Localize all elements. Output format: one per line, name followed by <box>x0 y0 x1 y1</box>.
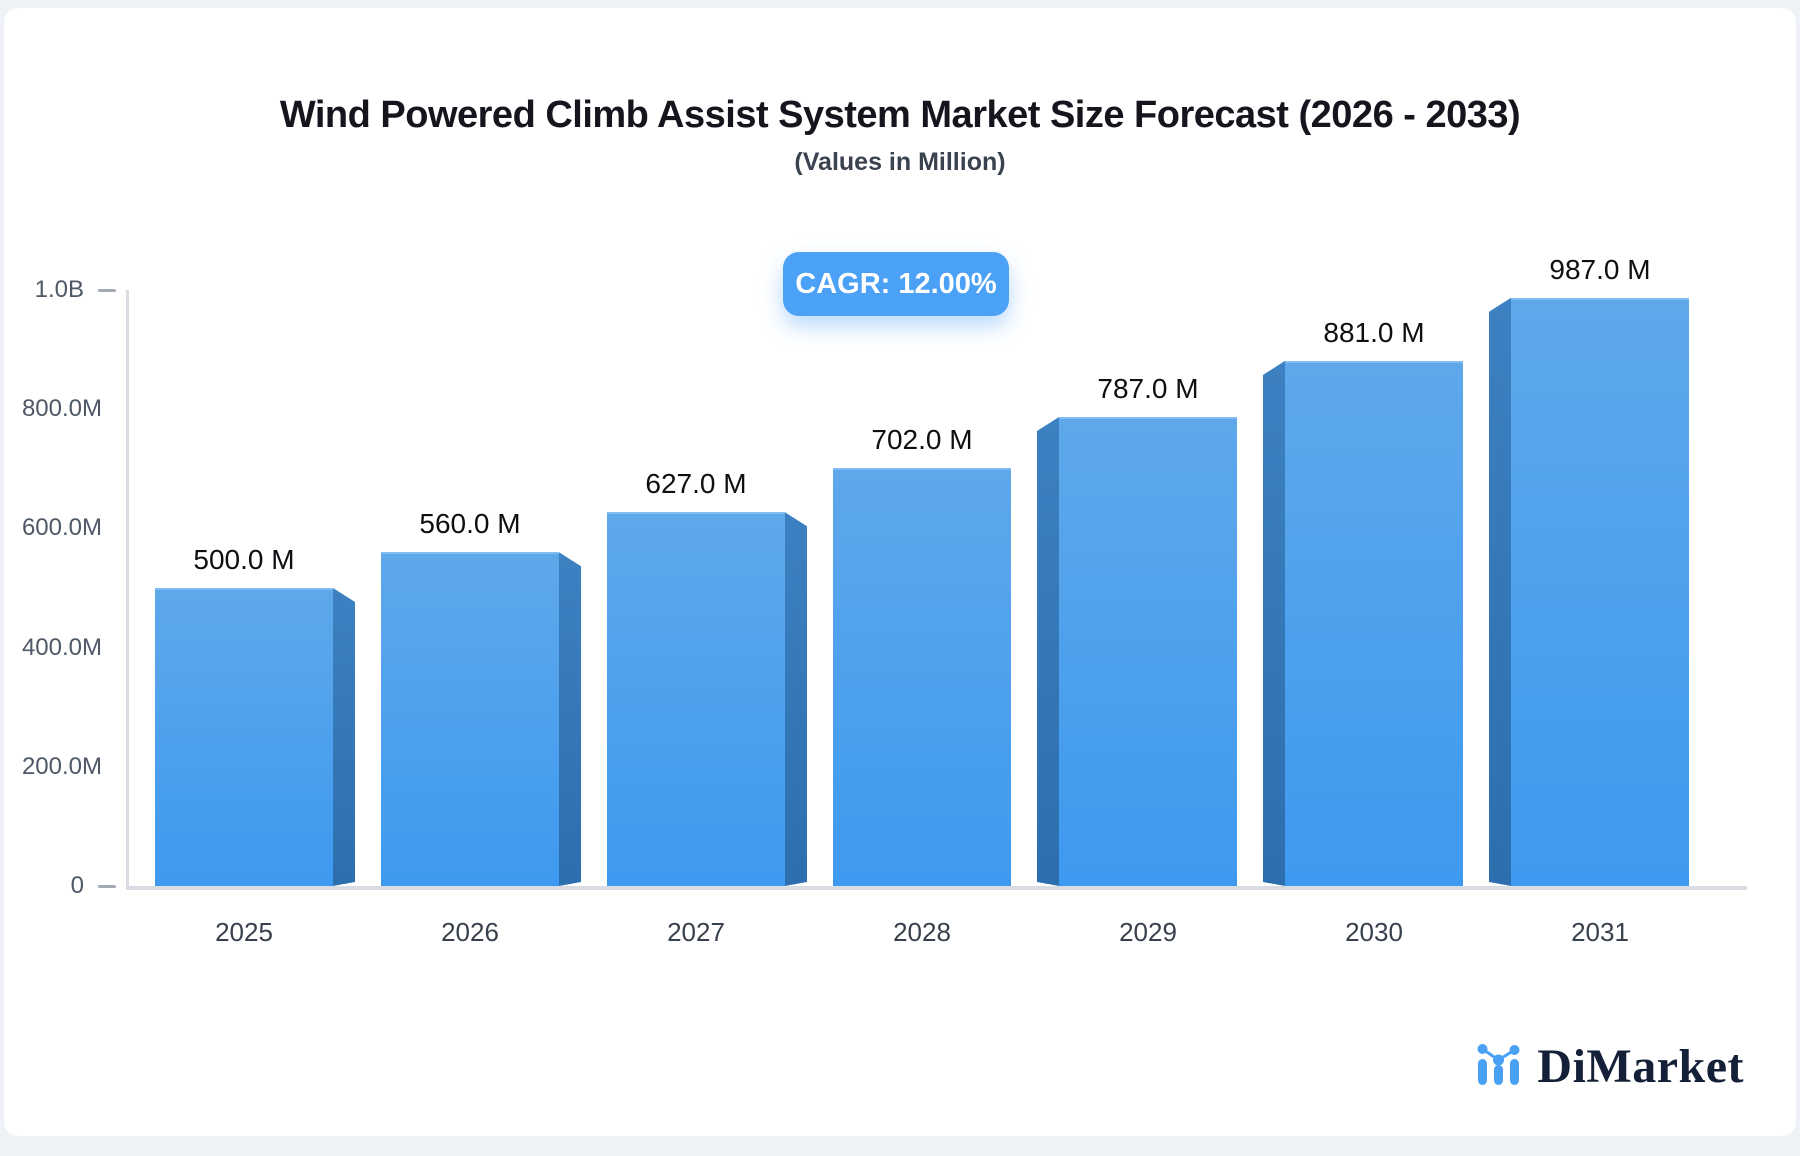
cagr-badge: CAGR: 12.00% <box>783 252 1009 316</box>
bar-2028[interactable] <box>833 467 1011 886</box>
bar-2029[interactable] <box>1059 416 1237 886</box>
x-tick-label-2028: 2028 <box>893 917 951 947</box>
bar-side-face <box>333 588 355 886</box>
bar-2031[interactable] <box>1511 297 1689 886</box>
x-tick-label-2030: 2030 <box>1345 917 1403 947</box>
bar-2030[interactable] <box>1285 360 1463 886</box>
bar-side-face <box>1037 417 1059 886</box>
chart-subtitle: (Values in Million) <box>794 148 1006 176</box>
y-tick-label-400.0M: 400.0M <box>21 633 102 661</box>
x-tick-label-2026: 2026 <box>441 917 499 947</box>
bar-value-label-2025: 500.0 M <box>193 544 295 575</box>
y-tick-label-0: 0 <box>70 872 84 899</box>
bar-value-label-2026: 560.0 M <box>419 508 521 540</box>
bar-value-label-2028: 702.0 M <box>871 423 973 455</box>
y-tick-label-1.0B: 1.0B <box>34 276 84 303</box>
bar-2025[interactable] <box>155 588 333 886</box>
bar-value-label-2030: 881.0 M <box>1323 316 1425 348</box>
y-tick-dash <box>98 885 116 888</box>
bar-side-face <box>1489 298 1511 886</box>
bar-2026[interactable] <box>381 552 559 886</box>
brand-logo: DiMarket <box>1475 1038 1744 1094</box>
y-tick-label-600.0M: 600.0M <box>21 514 102 542</box>
x-tick-label-2025: 2025 <box>215 917 273 947</box>
y-tick-label-200.0M: 200.0M <box>21 752 102 780</box>
bar-value-label-2027: 627.0 M <box>645 468 747 500</box>
x-tick-label-2029: 2029 <box>1119 917 1177 947</box>
y-tick-label-800.0M: 800.0M <box>21 395 102 423</box>
y-tick-dash <box>98 289 116 292</box>
bar-chart-logo-icon <box>1475 1041 1523 1091</box>
x-tick-label-2027: 2027 <box>667 917 725 947</box>
bar-side-face <box>1263 361 1285 886</box>
x-axis-line <box>126 886 1747 890</box>
bar-2027[interactable] <box>607 512 785 886</box>
bar-value-label-2031: 987.0 M <box>1549 253 1651 285</box>
y-axis-line <box>126 290 129 890</box>
brand-logo-text: DiMarket <box>1537 1039 1744 1093</box>
chart-title: Wind Powered Climb Assist System Market … <box>279 94 1521 136</box>
bar-value-label-2029: 787.0 M <box>1097 372 1199 404</box>
bar-side-face <box>559 552 581 886</box>
x-tick-label-2031: 2031 <box>1571 917 1629 947</box>
bar-side-face <box>785 512 807 886</box>
